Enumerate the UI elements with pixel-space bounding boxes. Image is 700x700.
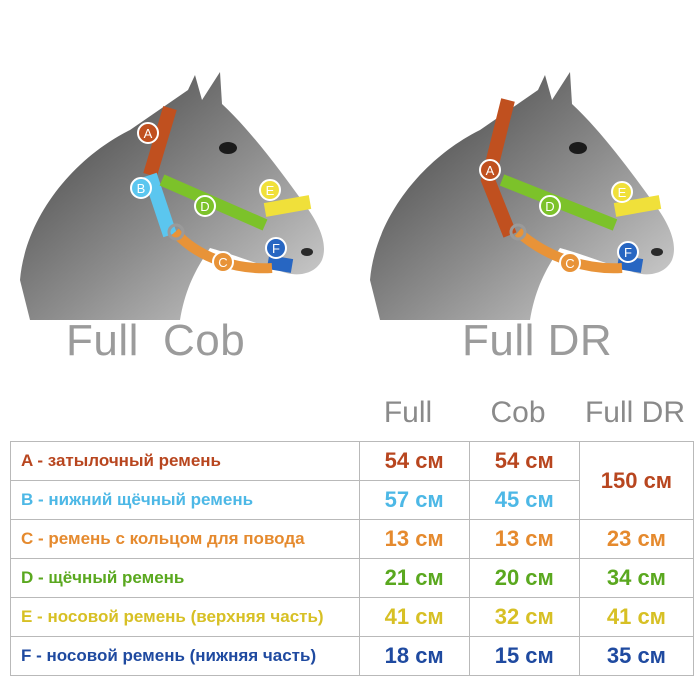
horse-nostril [301,248,313,256]
marker-c: C [212,251,234,273]
marker-f: F [265,237,287,259]
svg-text:F: F [272,241,280,256]
marker-e: E [611,181,633,203]
horse-halter-full-dr-illustration: A C D E F [370,72,675,320]
horse-halter-full-cob-illustration: A B C D E F [20,72,325,320]
cell-full-dr-c: 23 см [578,519,695,559]
table-row: C - ремень с кольцом для повода 13 см 13… [10,519,695,559]
svg-text:D: D [545,199,554,214]
svg-text:E: E [618,185,627,200]
svg-text:B: B [137,181,146,196]
column-header-cob: Cob [490,396,546,429]
caption-cob: Cob [163,316,246,365]
strap-b [143,172,177,238]
svg-text:C: C [218,255,227,270]
cell-cob-f: 15 см [468,636,580,676]
table-row: F - носовой ремень (нижняя часть) 18 см … [10,636,695,676]
row-label-d: D - щёчный ремень [10,558,360,598]
horse-head-shape [370,72,675,320]
table-row: E - носовой ремень (верхняя часть) 41 см… [10,597,695,637]
table-row: B - нижний щёчный ремень 57 см 45 см [10,480,694,520]
svg-text:D: D [200,199,209,214]
horse-eye [569,142,587,154]
halter-ring [167,223,185,241]
cell-cob-d: 20 см [468,558,580,598]
marker-f: F [617,241,639,263]
cell-cob-e: 32 см [468,597,580,637]
cell-full-dr-d: 34 см [578,558,695,598]
cell-cob-c: 13 см [468,519,580,559]
horse-eye [219,142,237,154]
row-label-f: F - носовой ремень (нижняя часть) [10,636,360,676]
marker-d: D [194,195,216,217]
strap-e [613,195,662,217]
cell-full-d: 21 см [358,558,470,598]
strap-a [143,105,177,178]
cell-cob-a: 54 см [468,441,580,481]
cell-full-dr-e: 41 см [578,597,695,637]
horse-nostril [651,248,663,256]
table-row: A - затылочный ремень 54 см 54 см 150 см [10,441,695,520]
svg-text:E: E [266,183,275,198]
row-label-e: E - носовой ремень (верхняя часть) [10,597,360,637]
marker-c: C [559,252,581,274]
halter-ring [509,223,527,241]
cell-full-dr-ab: 150 см [578,441,695,520]
svg-text:A: A [486,163,495,178]
cell-full-a: 54 см [358,441,470,481]
marker-b: B [130,177,152,199]
row-label-c: C - ремень с кольцом для повода [10,519,360,559]
strap-f [266,255,294,273]
caption-full: Full [66,316,139,365]
caption-full-dr: Full DR [462,316,613,365]
row-label-b: B - нижний щёчный ремень [10,480,360,520]
table-row: D - щёчный ремень 21 см 20 см 34 см [10,558,695,598]
svg-text:C: C [565,256,574,271]
column-header-full-dr: Full DR [584,396,685,429]
marker-a: A [137,122,159,144]
svg-text:A: A [144,126,153,141]
strap-f [616,255,644,273]
cell-full-c: 13 см [358,519,470,559]
horse-head-shape [20,72,325,320]
cell-full-e: 41 см [358,597,470,637]
strap-e [263,195,312,217]
cell-cob-b: 45 см [468,480,580,520]
cell-full-f: 18 см [358,636,470,676]
marker-e: E [259,179,281,201]
marker-d: D [539,195,561,217]
column-header-full: Full [383,396,433,429]
marker-a: A [479,159,501,181]
cell-full-b: 57 см [358,480,470,520]
size-table: A - затылочный ремень 54 см 54 см 150 см… [10,441,695,676]
row-label-a: A - затылочный ремень [10,441,360,481]
cell-full-dr-f: 35 см [578,636,695,676]
svg-text:F: F [624,245,632,260]
